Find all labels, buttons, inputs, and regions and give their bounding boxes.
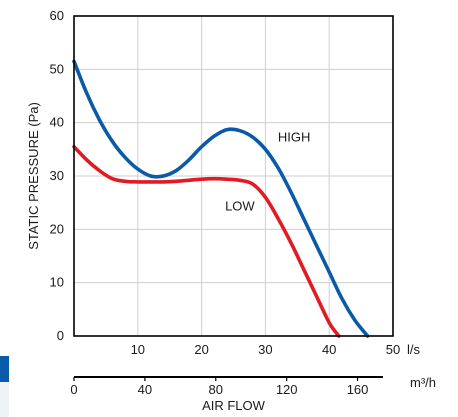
x-tick-label: 20 [194, 342, 208, 357]
edge-strip [0, 356, 9, 417]
series-line-high [72, 59, 370, 338]
series-labels: HIGH LOW [225, 129, 310, 213]
x2-tick-label: 160 [347, 382, 369, 397]
x-tick-label: 50 [386, 342, 400, 357]
x-axis-label: AIR FLOW [202, 398, 266, 413]
y-tick-labels: 0 10 20 30 40 50 60 [50, 8, 64, 343]
edge-accent-bar [0, 356, 9, 382]
series-group [72, 59, 370, 338]
y-tick-label: 60 [50, 8, 64, 23]
x-unit-primary-label: l/s [407, 342, 421, 357]
grid [74, 16, 393, 336]
x-tick-label: 40 [322, 342, 336, 357]
y-tick-label: 30 [50, 168, 64, 183]
x-tick-labels: 10 20 30 40 50 [131, 342, 401, 357]
x2-tick-label: 40 [138, 382, 152, 397]
series-line-low [72, 144, 341, 338]
y-axis-label: STATIC PRESSURE (Pa) [26, 102, 41, 250]
x2-tick-label: 0 [70, 382, 77, 397]
y-tick-label: 40 [50, 115, 64, 130]
x2-tick-label: 80 [209, 382, 223, 397]
y-tick-label: 0 [57, 328, 64, 343]
x-tick-label: 10 [131, 342, 145, 357]
y-tick-label: 20 [50, 221, 64, 236]
x2-tick-label: 120 [276, 382, 298, 397]
secondary-x-axis: 0 40 80 120 160 [70, 376, 383, 397]
series-label-low: LOW [225, 199, 255, 214]
y-tick-label: 10 [50, 275, 64, 290]
x-unit-secondary-label: m³/h [410, 375, 436, 390]
plot-frame [73, 15, 394, 337]
x-tick-label: 30 [258, 342, 272, 357]
series-label-high: HIGH [278, 129, 311, 144]
y-tick-label: 50 [50, 61, 64, 76]
